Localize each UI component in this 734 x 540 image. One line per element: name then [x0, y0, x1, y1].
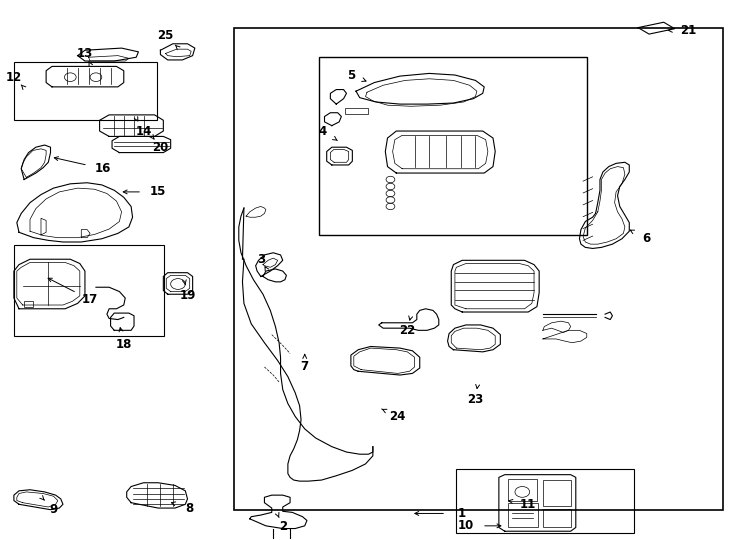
- Text: 12: 12: [6, 71, 22, 84]
- Text: 17: 17: [82, 293, 98, 306]
- Text: 18: 18: [115, 338, 132, 351]
- Text: 20: 20: [152, 141, 169, 154]
- Text: 14: 14: [135, 125, 152, 138]
- Text: 13: 13: [77, 47, 93, 60]
- Bar: [508, 479, 537, 501]
- Bar: [543, 480, 570, 506]
- Text: 2: 2: [279, 520, 287, 533]
- Text: 24: 24: [390, 410, 406, 423]
- Text: 15: 15: [150, 185, 167, 198]
- Bar: [24, 301, 33, 307]
- Text: 19: 19: [179, 289, 196, 302]
- Text: 23: 23: [468, 393, 484, 406]
- Bar: [14, 245, 164, 336]
- Text: 1: 1: [458, 507, 466, 520]
- Text: 21: 21: [680, 24, 696, 37]
- Bar: [14, 62, 157, 120]
- Bar: [457, 469, 633, 533]
- Bar: [345, 109, 368, 114]
- Bar: [543, 509, 570, 528]
- Text: 9: 9: [49, 503, 57, 516]
- Text: 8: 8: [186, 502, 194, 515]
- Bar: [233, 28, 723, 510]
- Text: 5: 5: [346, 69, 355, 82]
- Text: 6: 6: [643, 232, 651, 245]
- Text: 4: 4: [319, 125, 327, 138]
- Text: 10: 10: [458, 519, 474, 532]
- Text: 3: 3: [257, 253, 265, 266]
- Text: 7: 7: [301, 361, 309, 374]
- Text: 16: 16: [95, 162, 112, 176]
- Text: 22: 22: [399, 324, 415, 337]
- Text: 25: 25: [157, 29, 174, 42]
- Text: 11: 11: [520, 498, 537, 511]
- Bar: [508, 503, 539, 528]
- Bar: [319, 57, 586, 235]
